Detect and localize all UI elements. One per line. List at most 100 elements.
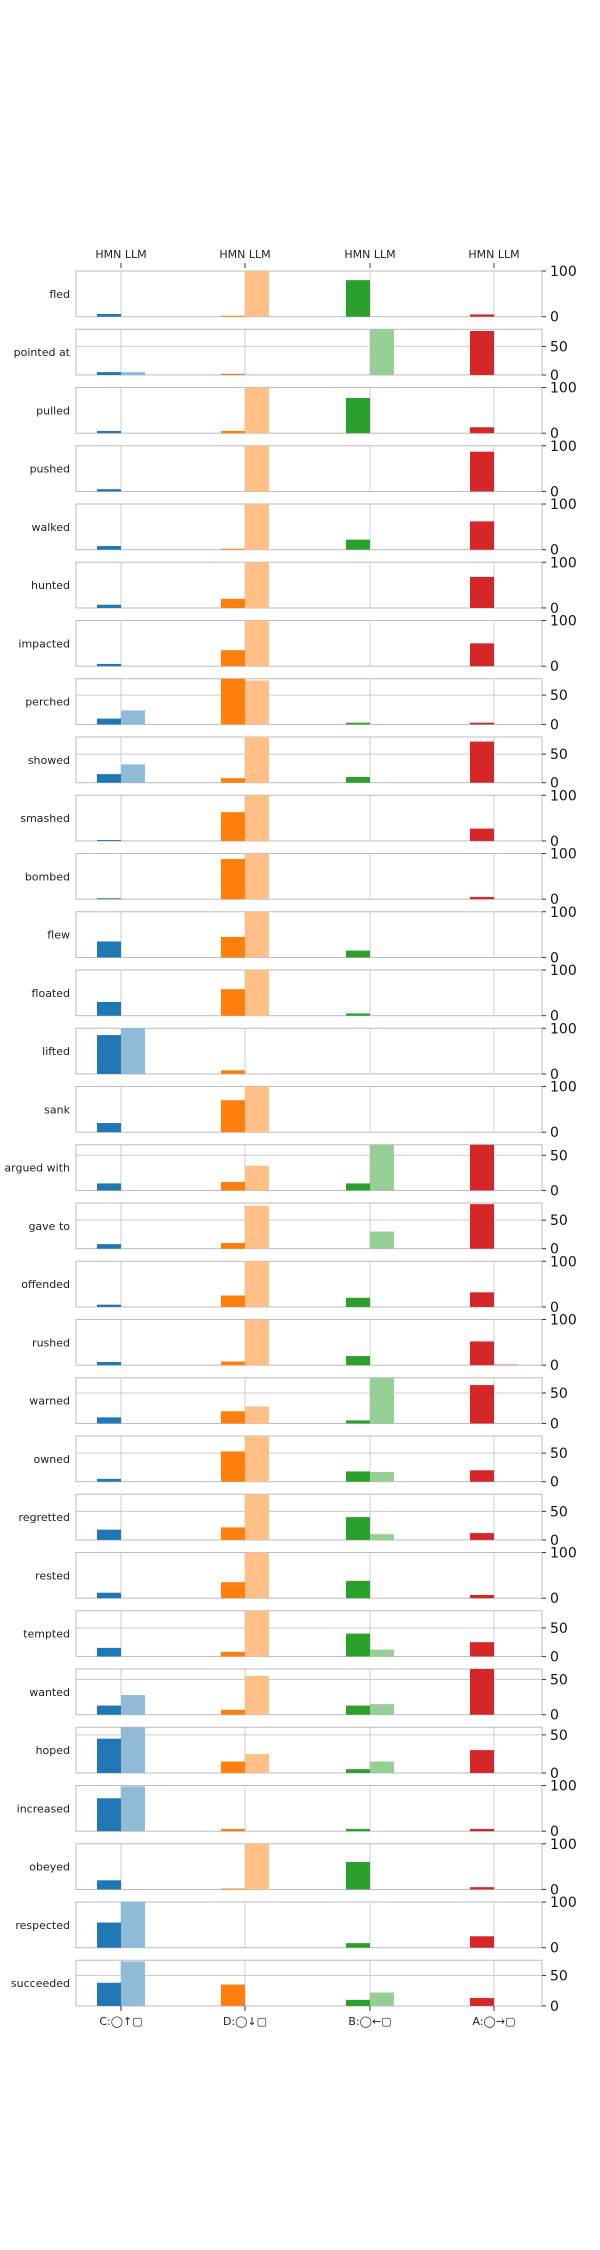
bar-b-hmn	[346, 1297, 370, 1307]
bar-d-hmn	[221, 1411, 245, 1424]
bar-b-hmn	[346, 1943, 370, 1948]
bar-b-hmn	[346, 1580, 370, 1599]
y-tick-label: 50	[550, 747, 568, 763]
y-tick-label: 100	[550, 1313, 577, 1329]
top-axis-label: HMN LLM	[344, 248, 395, 261]
row-label: rushed	[32, 1336, 70, 1349]
bar-d-llm	[245, 1436, 269, 1482]
row-label: fled	[49, 288, 70, 301]
bar-d-hmn	[221, 598, 245, 608]
bar-c-hmn	[97, 489, 121, 492]
panel-frame	[75, 1260, 543, 1308]
bar-b-hmn	[346, 1420, 370, 1424]
panel-frame	[75, 1144, 543, 1191]
panel-frame	[75, 1319, 543, 1366]
bar-d-llm	[245, 1610, 269, 1657]
y-tick-label: 0	[550, 1183, 559, 1199]
row-label: rested	[35, 1569, 70, 1582]
bar-d-hmn	[221, 1761, 245, 1773]
panel-frame	[75, 503, 543, 551]
bar-c-hmn	[97, 840, 121, 841]
bar-d-hmn	[221, 678, 245, 725]
bar-d-hmn	[221, 1242, 245, 1249]
bar-d-llm	[245, 1843, 269, 1890]
y-tick-label: 0	[550, 1125, 559, 1141]
bar-c-hmn	[97, 1647, 121, 1657]
y-tick-label: 0	[550, 1882, 559, 1898]
bar-a-hmn	[470, 896, 494, 900]
panel-frame	[75, 1027, 543, 1075]
y-tick-label: 0	[550, 776, 559, 792]
bar-a-hmn	[470, 576, 494, 608]
bar-c-hmn	[97, 1982, 121, 2006]
panel-frame	[75, 1493, 543, 1541]
bar-d-llm	[245, 445, 269, 492]
row-label: succeeded	[11, 1977, 70, 1990]
y-tick-label: 0	[550, 1708, 559, 1724]
bar-d-hmn	[221, 1888, 245, 1890]
row-label: smashed	[20, 812, 70, 825]
y-tick-label: 0	[550, 368, 559, 384]
bar-c-hmn	[97, 1417, 121, 1424]
y-tick-label: 0	[550, 1649, 559, 1665]
row-label: flew	[47, 929, 70, 942]
panel-frame	[75, 328, 543, 376]
row-label: perched	[25, 696, 70, 709]
group-label: A:◯→▢	[473, 2015, 516, 2028]
panel-frame	[75, 620, 543, 667]
bar-a-hmn	[470, 1292, 494, 1307]
bar-a-hmn	[470, 427, 494, 434]
bar-d-llm	[245, 562, 269, 608]
bar-a-hmn	[470, 828, 494, 841]
bar-a-hmn	[470, 1144, 494, 1191]
bar-c-llm	[121, 764, 145, 783]
bar-b-hmn	[346, 1999, 370, 2006]
bar-d-llm	[245, 1406, 269, 1424]
panel-frame	[75, 1377, 543, 1424]
row-label: gave to	[28, 1220, 70, 1233]
row-label: owned	[34, 1453, 70, 1466]
y-tick-label: 100	[550, 788, 577, 804]
bar-b-llm	[370, 1471, 394, 1482]
row-label: hunted	[31, 579, 70, 592]
row-label: increased	[17, 1802, 70, 1815]
panel-frame	[75, 969, 543, 1017]
y-tick-label: 0	[550, 1475, 559, 1491]
bar-b-hmn	[346, 1471, 370, 1482]
row-label: offended	[21, 1278, 70, 1291]
y-tick-label: 50	[550, 1386, 568, 1402]
bar-c-hmn	[97, 1362, 121, 1366]
bar-d-llm	[245, 1086, 269, 1133]
bar-b-llm	[370, 1704, 394, 1715]
y-tick-label: 100	[550, 555, 577, 571]
bar-c-llm	[121, 1695, 145, 1715]
y-tick-label: 0	[550, 1067, 559, 1083]
bar-d-llm	[245, 1165, 269, 1191]
row-label: showed	[28, 754, 70, 767]
row-label: lifted	[42, 1045, 70, 1058]
y-tick-label: 0	[550, 426, 559, 442]
bar-d-llm	[245, 1753, 269, 1773]
bar-b-llm	[370, 1761, 394, 1773]
row-label: bombed	[25, 870, 70, 883]
bar-b-llm	[370, 1377, 394, 1424]
panel-frame	[75, 911, 543, 958]
panel-frame	[75, 561, 543, 609]
bar-b-hmn	[346, 539, 370, 550]
row-label: hoped	[36, 1744, 70, 1757]
y-tick-label: 0	[550, 1009, 559, 1025]
bar-b-hmn	[346, 1356, 370, 1366]
y-tick-label: 0	[550, 484, 559, 500]
y-tick-label: 100	[550, 963, 577, 979]
bar-c-hmn	[97, 941, 121, 958]
group-label: D:◯↓▢	[223, 2015, 267, 2028]
bar-d-hmn	[221, 1451, 245, 1482]
y-tick-label: 0	[550, 659, 559, 675]
bar-a-hmn	[470, 1887, 494, 1890]
y-tick-label: 100	[550, 497, 577, 513]
y-tick-label: 0	[550, 543, 559, 559]
y-tick-label: 0	[550, 1416, 559, 1432]
bar-c-llm	[121, 372, 145, 375]
bar-c-llm	[121, 1028, 145, 1074]
